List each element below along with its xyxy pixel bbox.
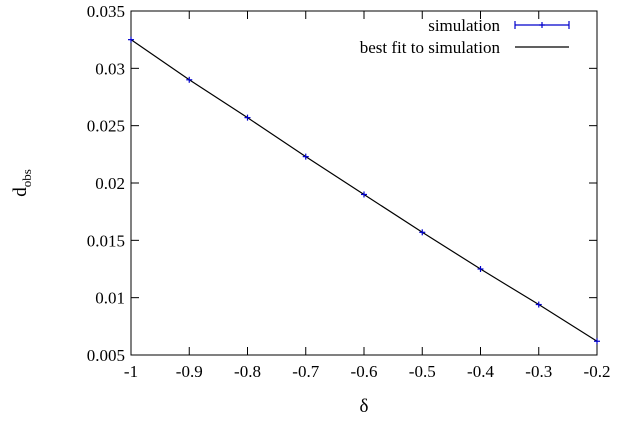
x-tick-label: -0.2 xyxy=(584,362,611,381)
y-tick-label: 0.02 xyxy=(95,174,125,193)
fit-line xyxy=(130,39,598,342)
plot-frame xyxy=(130,10,598,356)
x-tick-label: -0.9 xyxy=(176,362,203,381)
x-tick-label: -0.7 xyxy=(292,362,319,381)
x-tick-label: -0.3 xyxy=(525,362,552,381)
y-axis-label: dobs xyxy=(10,169,34,197)
simulation-point xyxy=(244,114,251,121)
x-tick-label: -0.5 xyxy=(409,362,436,381)
simulation-point xyxy=(594,338,600,345)
y-axis-label-sub: obs xyxy=(19,169,34,187)
x-tick-label: -1 xyxy=(124,362,138,381)
x-axis-label: δ xyxy=(360,396,369,417)
svg-text:dobs: dobs xyxy=(10,169,34,197)
legend: simulation best fit to simulation xyxy=(360,16,570,57)
legend-label-fit: best fit to simulation xyxy=(360,38,501,57)
y-tick-label: 0.01 xyxy=(95,289,125,308)
y-tick-label: 0.025 xyxy=(87,117,125,136)
y-axis-label-main: d xyxy=(10,187,31,197)
simulation-point xyxy=(419,229,426,236)
simulation-point xyxy=(477,266,484,272)
simulation-point xyxy=(361,191,367,198)
y-tick-label: 0.03 xyxy=(95,59,125,78)
data-series xyxy=(128,36,600,345)
y-tick-label: 0.035 xyxy=(87,2,125,21)
simulation-point xyxy=(535,301,542,308)
y-tick-label: 0.005 xyxy=(87,346,125,365)
axis-ticks: -1 -0.9 -0.8 -0.7 -0.6 -0.5 -0.4 -0.3 -0.2 0.005 0… xyxy=(87,2,611,381)
x-tick-label: -0.6 xyxy=(351,362,378,381)
simulation-point xyxy=(128,36,134,43)
simulation-point xyxy=(186,76,193,83)
x-tick-label: -0.8 xyxy=(234,362,261,381)
y-tick-label: 0.015 xyxy=(87,231,125,250)
x-tick-label: -0.4 xyxy=(467,362,494,381)
simulation-point xyxy=(302,153,309,160)
legend-label-simulation: simulation xyxy=(428,16,500,35)
